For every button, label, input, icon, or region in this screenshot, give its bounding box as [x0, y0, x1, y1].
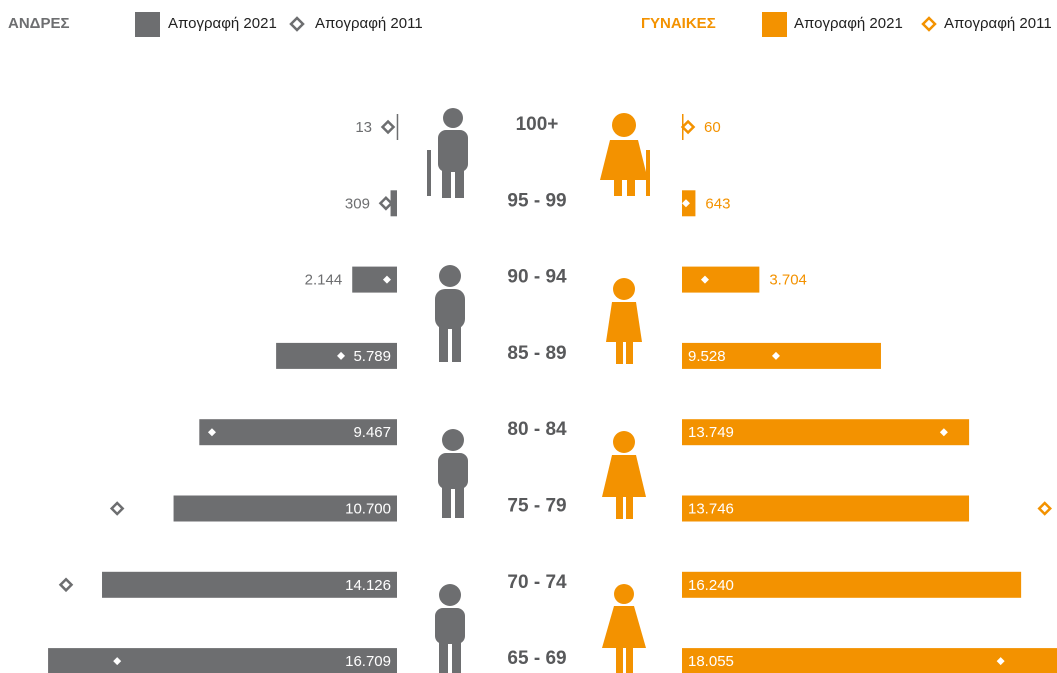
legend-swatch	[135, 12, 160, 37]
value-label: 60	[704, 119, 721, 136]
value-label: 3.704	[769, 272, 807, 289]
bar	[396, 114, 399, 140]
bar	[102, 571, 398, 598]
bar	[682, 266, 760, 293]
category-label: 95 - 99	[507, 190, 566, 211]
legend-label: Απογραφή 2021	[168, 15, 277, 32]
legend-diamond	[289, 16, 305, 32]
value-label: 13	[355, 119, 372, 136]
marker-2011	[681, 199, 690, 208]
value-label: 309	[345, 195, 370, 212]
figures	[427, 108, 650, 673]
legend-label: Απογραφή 2011	[315, 15, 423, 32]
marker-2011	[337, 351, 346, 360]
category-label: 90 - 94	[507, 267, 567, 288]
marker-2011	[680, 119, 696, 135]
category-label: 85 - 89	[507, 343, 566, 364]
category-label: 80 - 84	[507, 419, 567, 440]
value-label: 5.789	[353, 348, 391, 365]
category-label: 100+	[516, 114, 559, 135]
category-label: 75 - 79	[507, 496, 566, 517]
marker-2011	[1037, 501, 1052, 516]
bar	[682, 571, 1022, 598]
value-label: 16.240	[688, 577, 734, 594]
value-label: 643	[705, 195, 730, 212]
marker-2011	[58, 577, 74, 593]
male-figures	[427, 108, 468, 673]
category-label: 65 - 69	[507, 648, 566, 669]
legend-label: Απογραφή 2021	[794, 15, 903, 32]
marker-2011	[382, 275, 391, 284]
bar	[276, 342, 397, 369]
legend-swatch	[762, 12, 787, 37]
value-label: 14.126	[345, 577, 391, 594]
marker-2011	[700, 275, 709, 284]
value-label: 9.528	[688, 348, 726, 365]
marker-2011	[996, 657, 1005, 666]
bar	[682, 495, 970, 522]
value-label: 13.749	[688, 424, 734, 441]
group-title: ΑΝΔΡΕΣ	[8, 15, 69, 32]
value-label: 16.709	[345, 653, 391, 670]
value-label: 9.467	[353, 424, 391, 441]
marker-2011	[380, 119, 396, 135]
value-label: 10.700	[345, 500, 391, 517]
bar	[682, 419, 970, 446]
bar	[682, 648, 1057, 673]
value-label: 13.746	[688, 500, 734, 517]
female-figures	[600, 113, 650, 673]
value-label: 2.144	[305, 272, 343, 289]
marker-2011	[207, 428, 216, 437]
bar	[682, 342, 881, 369]
bar	[199, 419, 397, 446]
marker-2011	[113, 657, 122, 666]
value-label: 18.055	[688, 653, 734, 670]
marker-2011	[109, 501, 125, 516]
category-label: 70 - 74	[507, 572, 567, 593]
legend-diamond	[921, 16, 937, 32]
legend-label: Απογραφή 2011	[944, 15, 1052, 32]
marker-2011	[939, 428, 948, 437]
marker-2011	[771, 351, 780, 360]
bar	[390, 190, 397, 217]
bar	[48, 648, 398, 673]
bar	[173, 495, 397, 522]
marker-2011	[378, 196, 394, 211]
group-title: ΓΥΝΑΙΚΕΣ	[641, 15, 716, 32]
